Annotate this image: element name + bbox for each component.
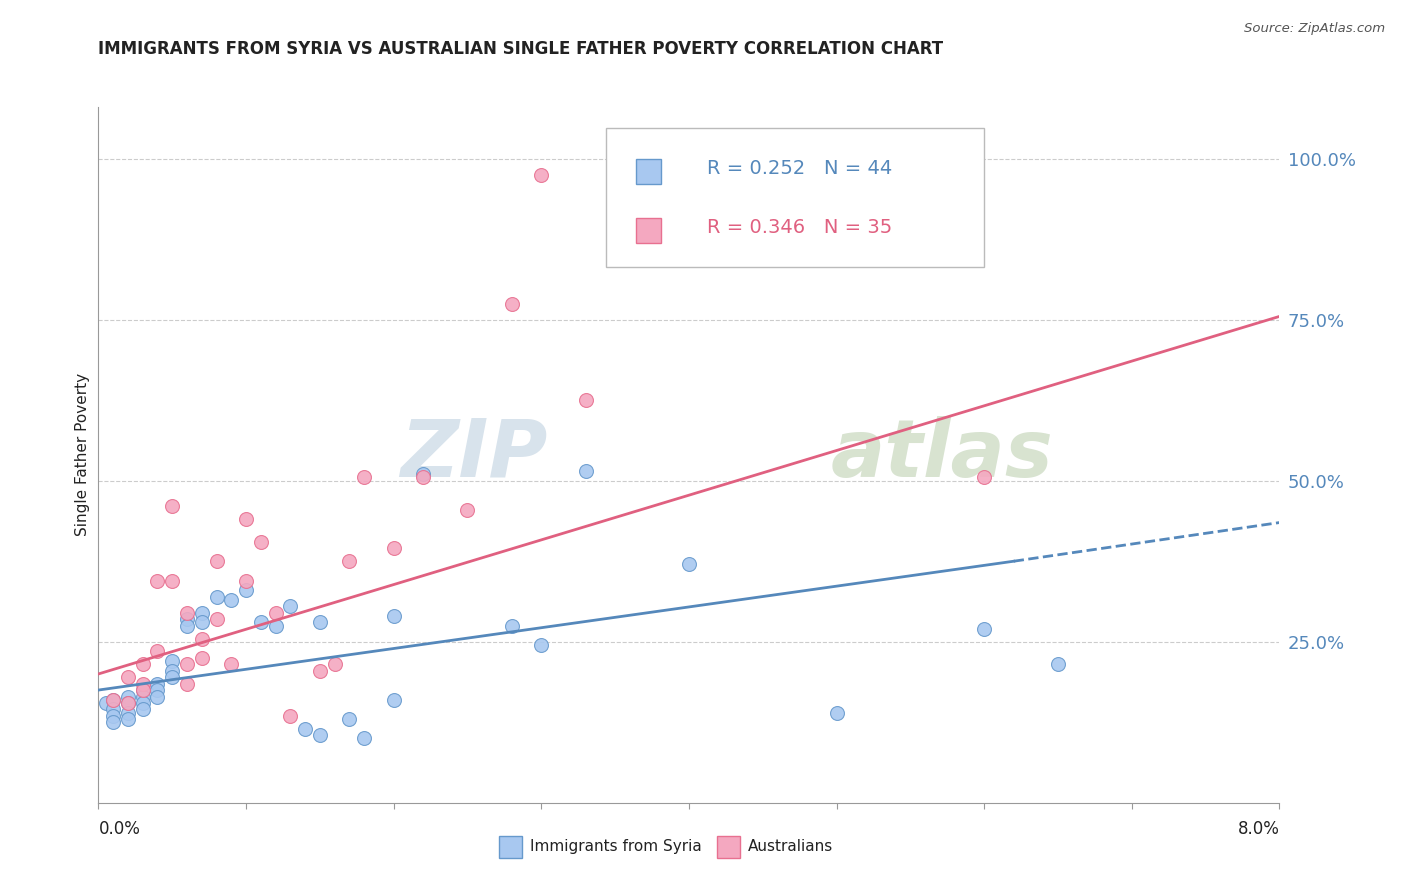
Point	[382, 609, 405, 624]
Point	[132, 676, 155, 690]
Point	[308, 615, 332, 630]
Point	[205, 612, 228, 626]
Text: ZIP: ZIP	[399, 416, 547, 494]
Point	[94, 696, 117, 710]
Point	[278, 599, 302, 614]
Point	[103, 702, 125, 716]
Point	[412, 467, 434, 482]
Point	[353, 470, 375, 484]
Point	[117, 696, 139, 710]
Point	[132, 690, 155, 704]
Point	[219, 592, 242, 607]
Text: R = 0.346   N = 35: R = 0.346 N = 35	[707, 218, 891, 237]
Point	[574, 464, 596, 478]
Point	[308, 728, 332, 742]
Point	[162, 664, 183, 678]
Point	[605, 161, 627, 176]
Point	[250, 534, 273, 549]
Point	[1046, 657, 1069, 672]
Point	[337, 712, 360, 726]
Point	[191, 606, 214, 620]
Text: R = 0.252   N = 44: R = 0.252 N = 44	[707, 159, 891, 178]
FancyBboxPatch shape	[636, 159, 661, 184]
Point	[825, 706, 848, 720]
Point	[176, 618, 198, 632]
Point	[235, 512, 257, 526]
Text: atlas: atlas	[831, 416, 1053, 494]
Point	[146, 683, 169, 698]
Point	[176, 657, 198, 672]
Point	[132, 696, 155, 710]
Text: Immigrants from Syria: Immigrants from Syria	[530, 839, 702, 854]
Point	[337, 554, 360, 568]
Point	[278, 708, 302, 723]
Point	[501, 618, 523, 632]
Point	[176, 676, 198, 690]
Point	[103, 708, 125, 723]
Point	[412, 470, 434, 484]
Point	[382, 541, 405, 556]
Point	[176, 606, 198, 620]
Point	[132, 702, 155, 716]
Point	[117, 690, 139, 704]
Point	[264, 606, 287, 620]
Point	[146, 574, 169, 588]
Point	[103, 715, 125, 730]
Point	[103, 692, 125, 706]
Point	[382, 692, 405, 706]
Point	[117, 696, 139, 710]
Text: Source: ZipAtlas.com: Source: ZipAtlas.com	[1244, 22, 1385, 36]
Point	[176, 612, 198, 626]
Text: 8.0%: 8.0%	[1237, 820, 1279, 838]
Text: 0.0%: 0.0%	[98, 820, 141, 838]
Point	[250, 615, 273, 630]
Point	[205, 590, 228, 604]
Point	[191, 632, 214, 646]
Point	[146, 690, 169, 704]
Point	[501, 296, 523, 310]
Point	[973, 470, 995, 484]
Point	[132, 657, 155, 672]
Point	[146, 676, 169, 690]
Point	[323, 657, 346, 672]
Point	[205, 554, 228, 568]
FancyBboxPatch shape	[606, 128, 984, 267]
Point	[103, 692, 125, 706]
Point	[191, 651, 214, 665]
Point	[235, 574, 257, 588]
Point	[530, 638, 553, 652]
Point	[117, 712, 139, 726]
Point	[308, 664, 332, 678]
Point	[132, 683, 155, 698]
Point	[235, 583, 257, 598]
Point	[219, 657, 242, 672]
Point	[162, 654, 183, 668]
Point	[353, 731, 375, 746]
Point	[456, 502, 478, 516]
Point	[973, 622, 995, 636]
Point	[162, 670, 183, 684]
Text: Australians: Australians	[748, 839, 834, 854]
Point	[146, 644, 169, 658]
Text: IMMIGRANTS FROM SYRIA VS AUSTRALIAN SINGLE FATHER POVERTY CORRELATION CHART: IMMIGRANTS FROM SYRIA VS AUSTRALIAN SING…	[98, 40, 943, 58]
Point	[132, 683, 155, 698]
Point	[264, 618, 287, 632]
Point	[162, 574, 183, 588]
Point	[530, 168, 553, 182]
Y-axis label: Single Father Poverty: Single Father Poverty	[75, 374, 90, 536]
Point	[574, 393, 596, 408]
Point	[117, 706, 139, 720]
FancyBboxPatch shape	[636, 219, 661, 243]
Point	[678, 558, 700, 572]
Point	[117, 670, 139, 684]
Point	[191, 615, 214, 630]
Point	[294, 722, 316, 736]
Point	[162, 500, 183, 514]
